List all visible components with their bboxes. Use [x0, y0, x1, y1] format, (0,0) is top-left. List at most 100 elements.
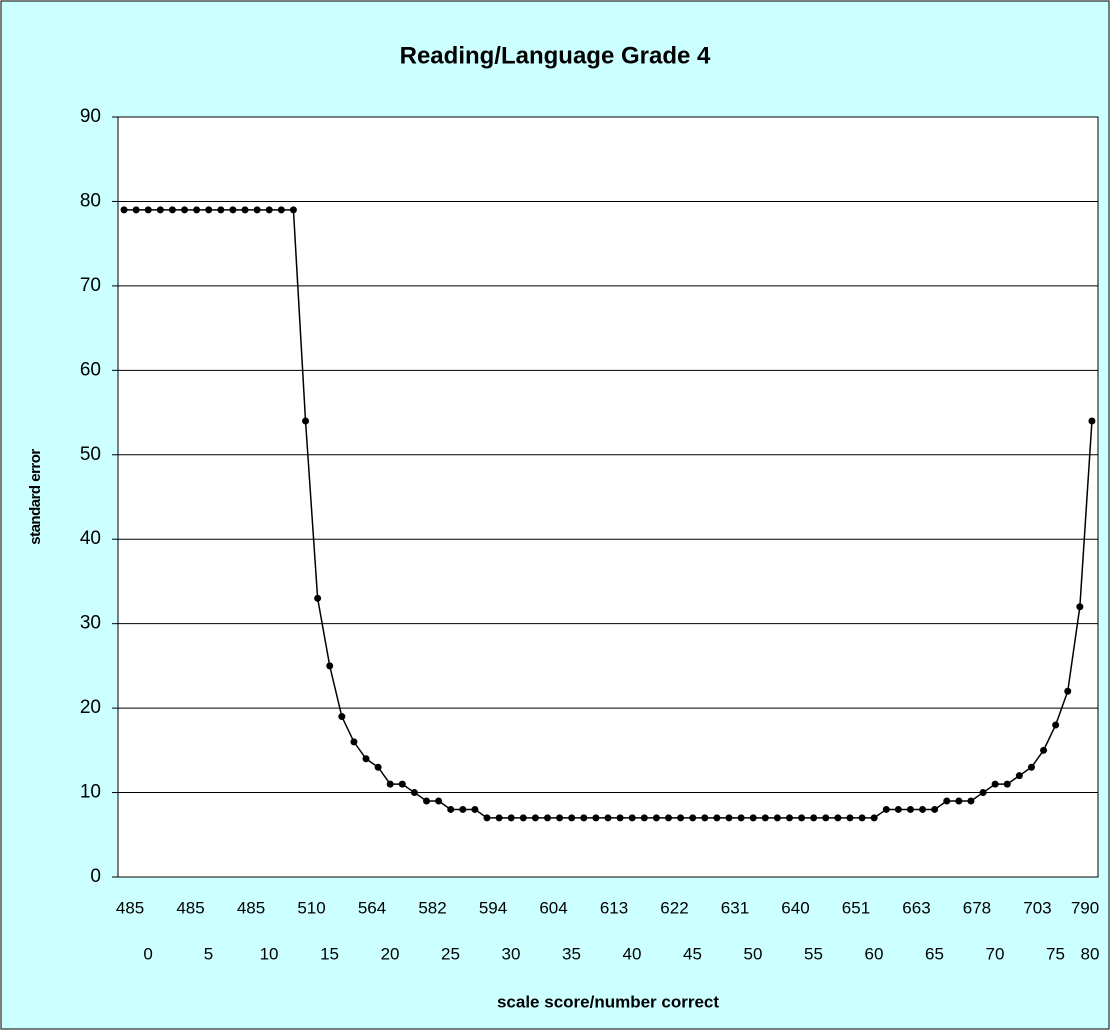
x-tick-label-score: 631	[721, 898, 749, 917]
y-tick-label: 60	[80, 359, 101, 380]
data-point	[326, 662, 334, 670]
x-tick-label: 30	[502, 944, 521, 963]
x-tick-label-score: 485	[176, 898, 204, 917]
data-point	[592, 814, 600, 822]
data-point	[289, 206, 297, 214]
data-point	[785, 814, 793, 822]
x-tick-label-score: 485	[116, 898, 144, 917]
data-point	[556, 814, 564, 822]
data-point	[628, 814, 636, 822]
x-tick-label: 80	[1081, 944, 1100, 963]
y-tick-label: 40	[80, 528, 101, 549]
data-point	[810, 814, 818, 822]
data-point	[531, 814, 539, 822]
data-point	[664, 814, 672, 822]
data-point	[181, 206, 189, 214]
x-tick-label-score: 640	[781, 898, 809, 917]
x-tick-label: 15	[320, 944, 339, 963]
data-point	[568, 814, 576, 822]
x-tick-label: 35	[562, 944, 581, 963]
x-tick-label-score: 594	[479, 898, 507, 917]
x-tick-label: 10	[260, 944, 279, 963]
y-tick-label: 0	[90, 866, 101, 887]
data-point	[1052, 721, 1060, 729]
data-point	[386, 780, 394, 788]
data-point	[1076, 603, 1084, 611]
chart-title: Reading/Language Grade 4	[400, 42, 711, 69]
data-point	[1040, 746, 1048, 754]
data-point	[241, 206, 249, 214]
x-tick-label-score: 510	[297, 898, 325, 917]
data-point	[604, 814, 612, 822]
data-point	[798, 814, 806, 822]
data-point	[362, 755, 370, 763]
data-point	[761, 814, 769, 822]
data-point	[1027, 763, 1035, 771]
x-tick-label-score: 678	[963, 898, 991, 917]
data-point	[410, 789, 418, 797]
data-point	[507, 814, 515, 822]
data-point	[338, 713, 346, 721]
data-point	[1015, 772, 1023, 780]
data-point	[193, 206, 201, 214]
data-point	[471, 805, 479, 813]
x-tick-label-score: 604	[539, 898, 567, 917]
data-point	[398, 780, 406, 788]
data-point	[834, 814, 842, 822]
x-tick-label: 50	[744, 944, 763, 963]
x-tick-label: 65	[925, 944, 944, 963]
data-point	[991, 780, 999, 788]
data-point	[894, 805, 902, 813]
data-point	[846, 814, 854, 822]
data-point	[955, 797, 963, 805]
x-tick-label-score: 613	[600, 898, 628, 917]
data-point	[156, 206, 164, 214]
x-tick-label: 0	[143, 944, 152, 963]
data-point	[652, 814, 660, 822]
data-point	[229, 206, 237, 214]
data-point	[435, 797, 443, 805]
x-tick-label-score: 622	[660, 898, 688, 917]
data-point	[616, 814, 624, 822]
data-point	[943, 797, 951, 805]
y-tick-label: 80	[80, 190, 101, 211]
data-point	[265, 206, 273, 214]
x-tick-label: 25	[441, 944, 460, 963]
x-tick-label-score: 582	[418, 898, 446, 917]
data-point	[931, 805, 939, 813]
data-point	[217, 206, 225, 214]
data-point	[205, 206, 213, 214]
x-tick-label: 70	[986, 944, 1005, 963]
x-tick-label: 55	[804, 944, 823, 963]
plot-border	[117, 116, 1099, 878]
data-point	[277, 206, 285, 214]
data-point	[689, 814, 697, 822]
x-tick-label: 75	[1046, 944, 1065, 963]
data-point	[882, 805, 890, 813]
data-point	[737, 814, 745, 822]
data-point	[302, 417, 310, 425]
data-point	[713, 814, 721, 822]
data-point	[168, 206, 176, 214]
data-point	[350, 738, 358, 746]
data-point	[906, 805, 914, 813]
x-tick-label: 5	[204, 944, 213, 963]
x-tick-label-score: 564	[358, 898, 386, 917]
data-point	[544, 814, 552, 822]
x-tick-label: 60	[865, 944, 884, 963]
data-point	[919, 805, 927, 813]
data-point	[120, 206, 128, 214]
data-point	[132, 206, 140, 214]
data-point	[253, 206, 261, 214]
data-point	[519, 814, 527, 822]
data-point	[870, 814, 878, 822]
data-point	[580, 814, 588, 822]
data-point	[495, 814, 503, 822]
data-point	[374, 763, 382, 771]
x-tick-label: 45	[683, 944, 702, 963]
x-tick-label-score: 790	[1071, 898, 1099, 917]
data-point	[677, 814, 685, 822]
data-point	[967, 797, 975, 805]
data-point	[144, 206, 152, 214]
data-point	[1064, 687, 1072, 695]
